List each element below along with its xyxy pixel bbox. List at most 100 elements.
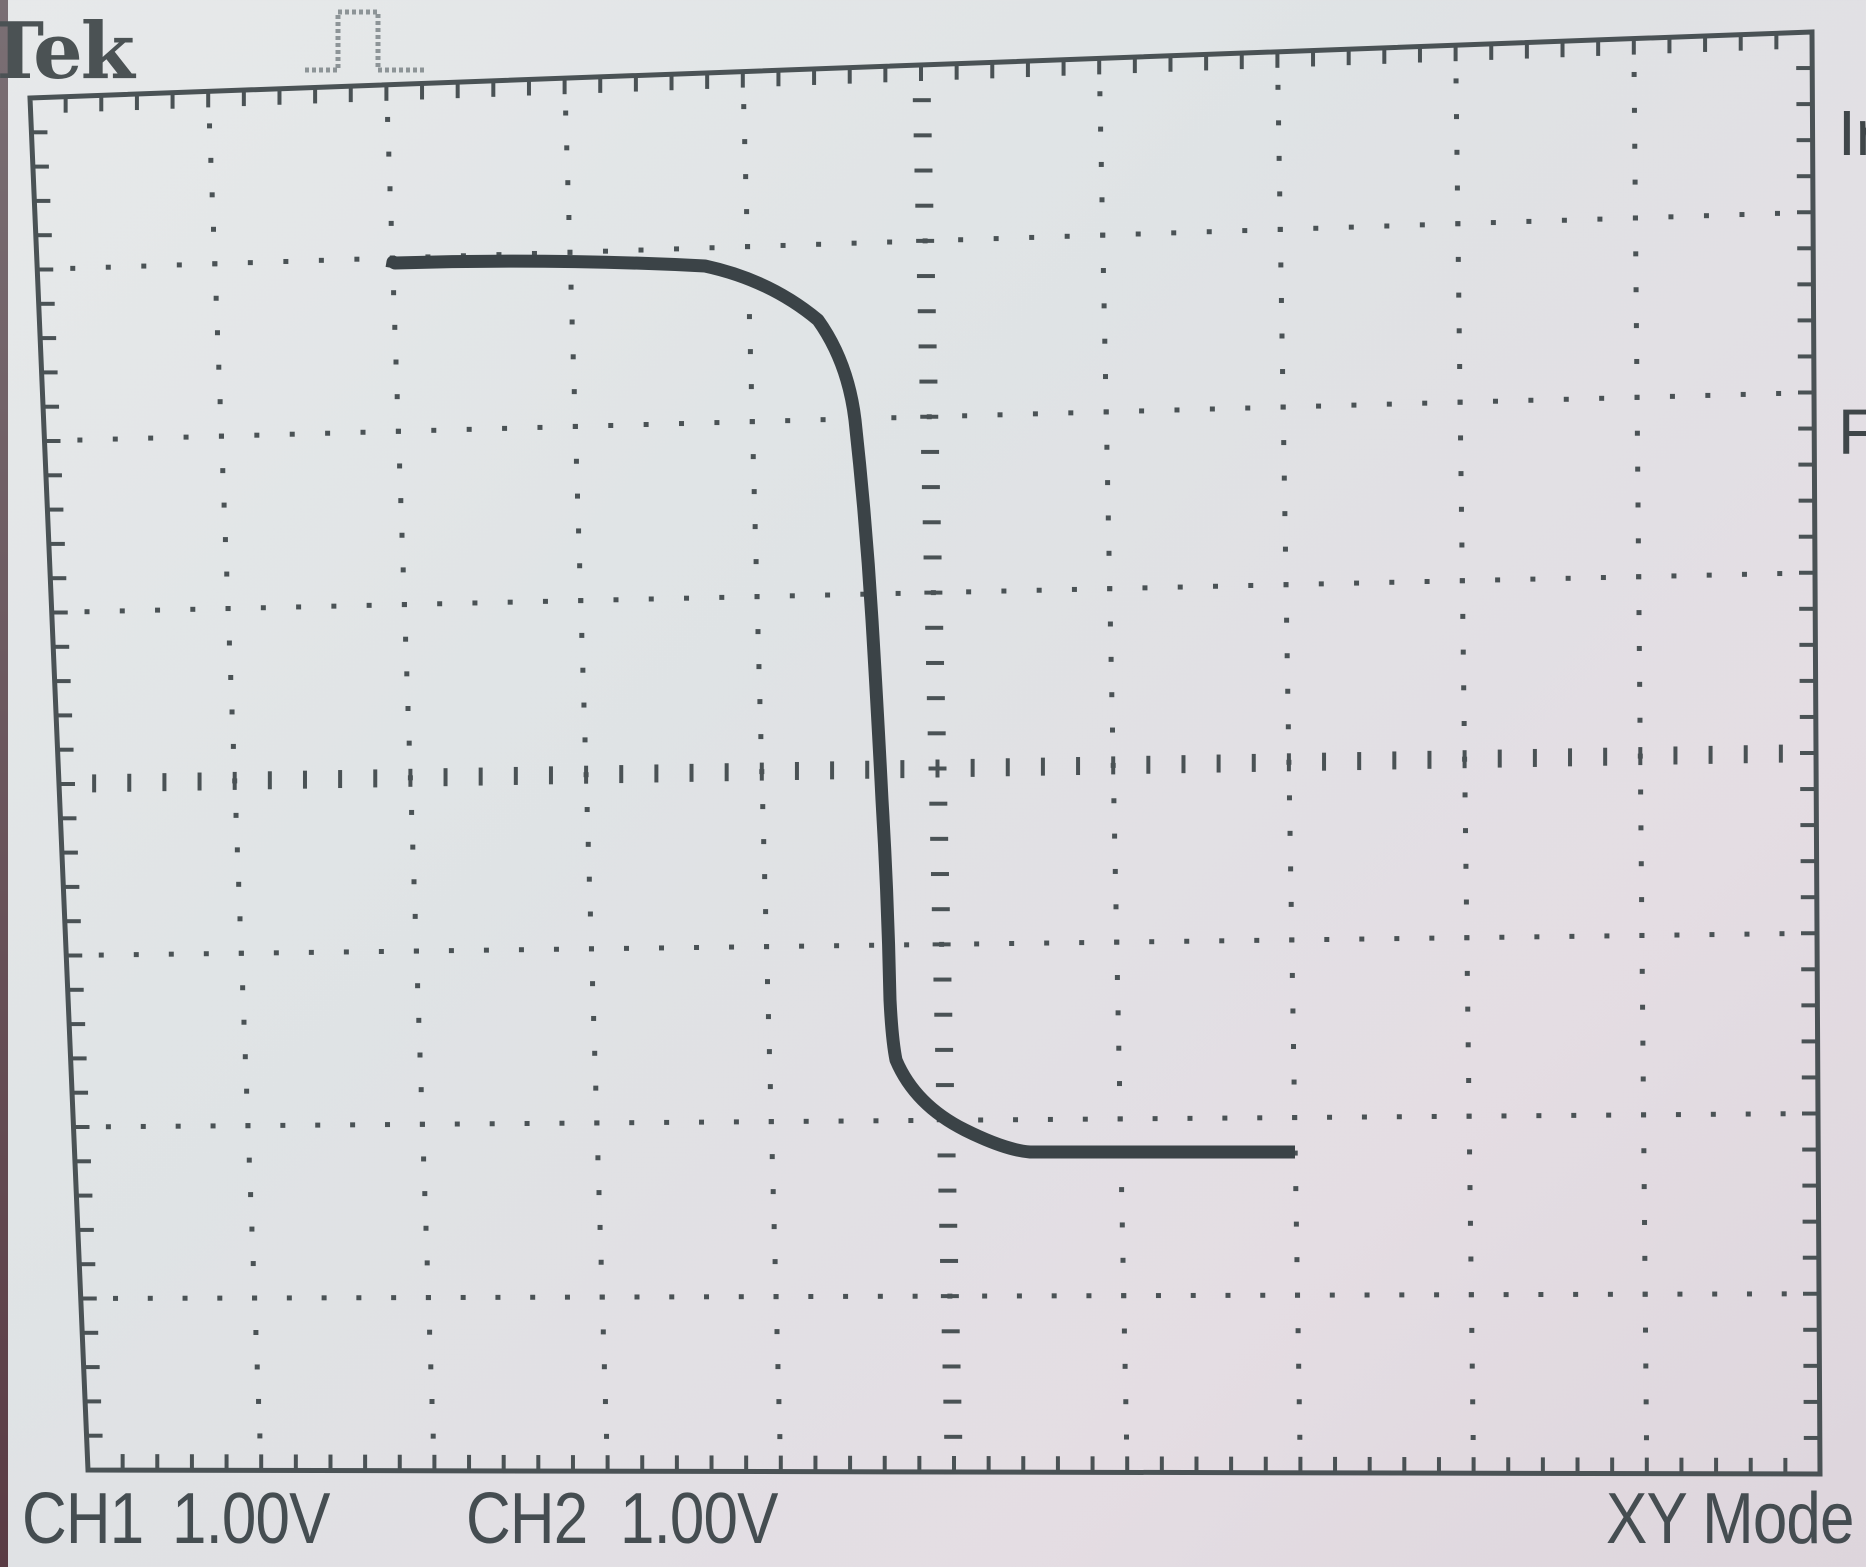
grid-dot xyxy=(222,537,228,543)
grid-dot xyxy=(1461,685,1467,691)
grid-dot xyxy=(530,1294,536,1300)
grid-dot xyxy=(748,384,754,390)
left-edge-tick xyxy=(63,850,78,855)
left-edge-tick xyxy=(56,679,71,684)
top-edge-tick xyxy=(491,82,496,97)
grid-dot xyxy=(966,589,972,595)
grid-dot xyxy=(1187,1115,1193,1121)
grid-dot xyxy=(604,1433,610,1439)
grid-dot xyxy=(141,263,147,269)
grid-dot xyxy=(233,812,239,818)
right-edge-tick xyxy=(1801,1003,1816,1008)
top-edge-tick xyxy=(526,81,531,96)
grid-dot xyxy=(1781,1291,1787,1297)
grid-dot xyxy=(1739,212,1745,218)
grid-dot xyxy=(974,941,980,947)
grid-dot xyxy=(1111,798,1117,804)
center-horizontal-tick xyxy=(1322,752,1327,771)
left-edge-tick xyxy=(33,130,48,135)
grid-dot xyxy=(1746,1291,1752,1297)
right-edge-tick xyxy=(1802,1111,1816,1116)
center-horizontal-tick xyxy=(197,772,202,791)
grid-dot xyxy=(1209,406,1215,412)
grid-dot xyxy=(237,916,243,922)
grid-dot xyxy=(816,241,822,247)
grid-dot xyxy=(1638,861,1644,867)
grid-dot xyxy=(576,528,582,534)
grid-dot xyxy=(133,952,139,958)
bottom-edge-tick xyxy=(1402,1457,1407,1472)
grid-dot xyxy=(412,913,418,919)
grid-dot xyxy=(1068,410,1074,416)
grid-dot xyxy=(1047,1116,1053,1122)
grid-dot xyxy=(1675,1112,1681,1118)
grid-dot xyxy=(762,874,768,880)
grid-dot xyxy=(226,640,232,646)
grid-dot xyxy=(190,606,196,612)
grid-dot xyxy=(1354,580,1360,586)
center-vertical-tick xyxy=(941,1329,960,1334)
grid-dot xyxy=(1115,1010,1121,1016)
ch2-scale: 1.00V xyxy=(620,1479,778,1559)
grid-dot xyxy=(1637,681,1643,687)
top-edge-tick xyxy=(776,72,781,87)
center-vertical-tick xyxy=(942,1364,961,1369)
grid-dot xyxy=(214,330,220,336)
grid-dot xyxy=(755,629,761,635)
grid-dot xyxy=(1278,297,1284,303)
grid-dot xyxy=(768,1119,774,1125)
grid-dot xyxy=(1456,328,1462,334)
center-horizontal-tick xyxy=(689,763,694,782)
grid-dot xyxy=(1139,408,1145,414)
right-edge-tick xyxy=(1798,498,1813,503)
grid-dot xyxy=(1634,394,1640,400)
right-edge-tick xyxy=(1799,570,1813,575)
grid-dot xyxy=(1631,71,1637,77)
grid-dot xyxy=(254,432,260,438)
top-edge-tick xyxy=(669,76,674,91)
grid-dot xyxy=(904,942,910,948)
grid-dot xyxy=(1122,1363,1128,1369)
top-edge-tick xyxy=(1239,55,1244,70)
grid-dot xyxy=(851,240,857,246)
grid-dot xyxy=(1569,933,1575,939)
bottom-edge-tick xyxy=(1125,1456,1130,1471)
left-edge-tick xyxy=(76,1159,91,1164)
grid-dot xyxy=(1290,1008,1296,1014)
center-horizontal-tick xyxy=(619,765,624,784)
grid-dot xyxy=(419,1121,425,1127)
grid-dot xyxy=(729,944,735,950)
grid-dot xyxy=(1399,1292,1405,1298)
grid-dot xyxy=(321,1295,327,1301)
grid-dot xyxy=(448,948,454,954)
center-horizontal-tick xyxy=(1427,750,1432,769)
graticule xyxy=(27,29,1823,1477)
grid-dot xyxy=(1467,1220,1473,1226)
grid-dot xyxy=(1492,398,1498,404)
grid-dot xyxy=(1104,444,1110,450)
center-horizontal-tick xyxy=(232,771,237,790)
top-edge-tick xyxy=(63,98,68,113)
grid-dot xyxy=(648,596,654,602)
right-edge-tick xyxy=(1797,354,1812,359)
grid-dot xyxy=(176,262,182,268)
bottom-edge-tick xyxy=(1263,1456,1268,1471)
grid-dot xyxy=(77,437,83,443)
grid-dot xyxy=(1281,475,1287,481)
center-vertical-tick xyxy=(944,1434,963,1439)
center-horizontal-tick xyxy=(724,763,729,782)
right-edge-tick xyxy=(1803,1363,1818,1368)
grid-dot xyxy=(820,417,826,423)
bottom-edge-tick xyxy=(432,1454,437,1469)
left-edge-tick xyxy=(58,713,73,718)
bottom-edge-tick xyxy=(1506,1457,1511,1472)
top-edge-tick xyxy=(705,74,710,89)
bottom-edge-tick xyxy=(605,1455,610,1470)
grid-dot xyxy=(1638,789,1644,795)
grid-dot xyxy=(1348,224,1354,230)
grid-dot xyxy=(608,422,614,428)
grid-dot xyxy=(1036,587,1042,593)
bottom-edge-tick xyxy=(328,1454,333,1469)
grid-dot xyxy=(1102,338,1108,344)
